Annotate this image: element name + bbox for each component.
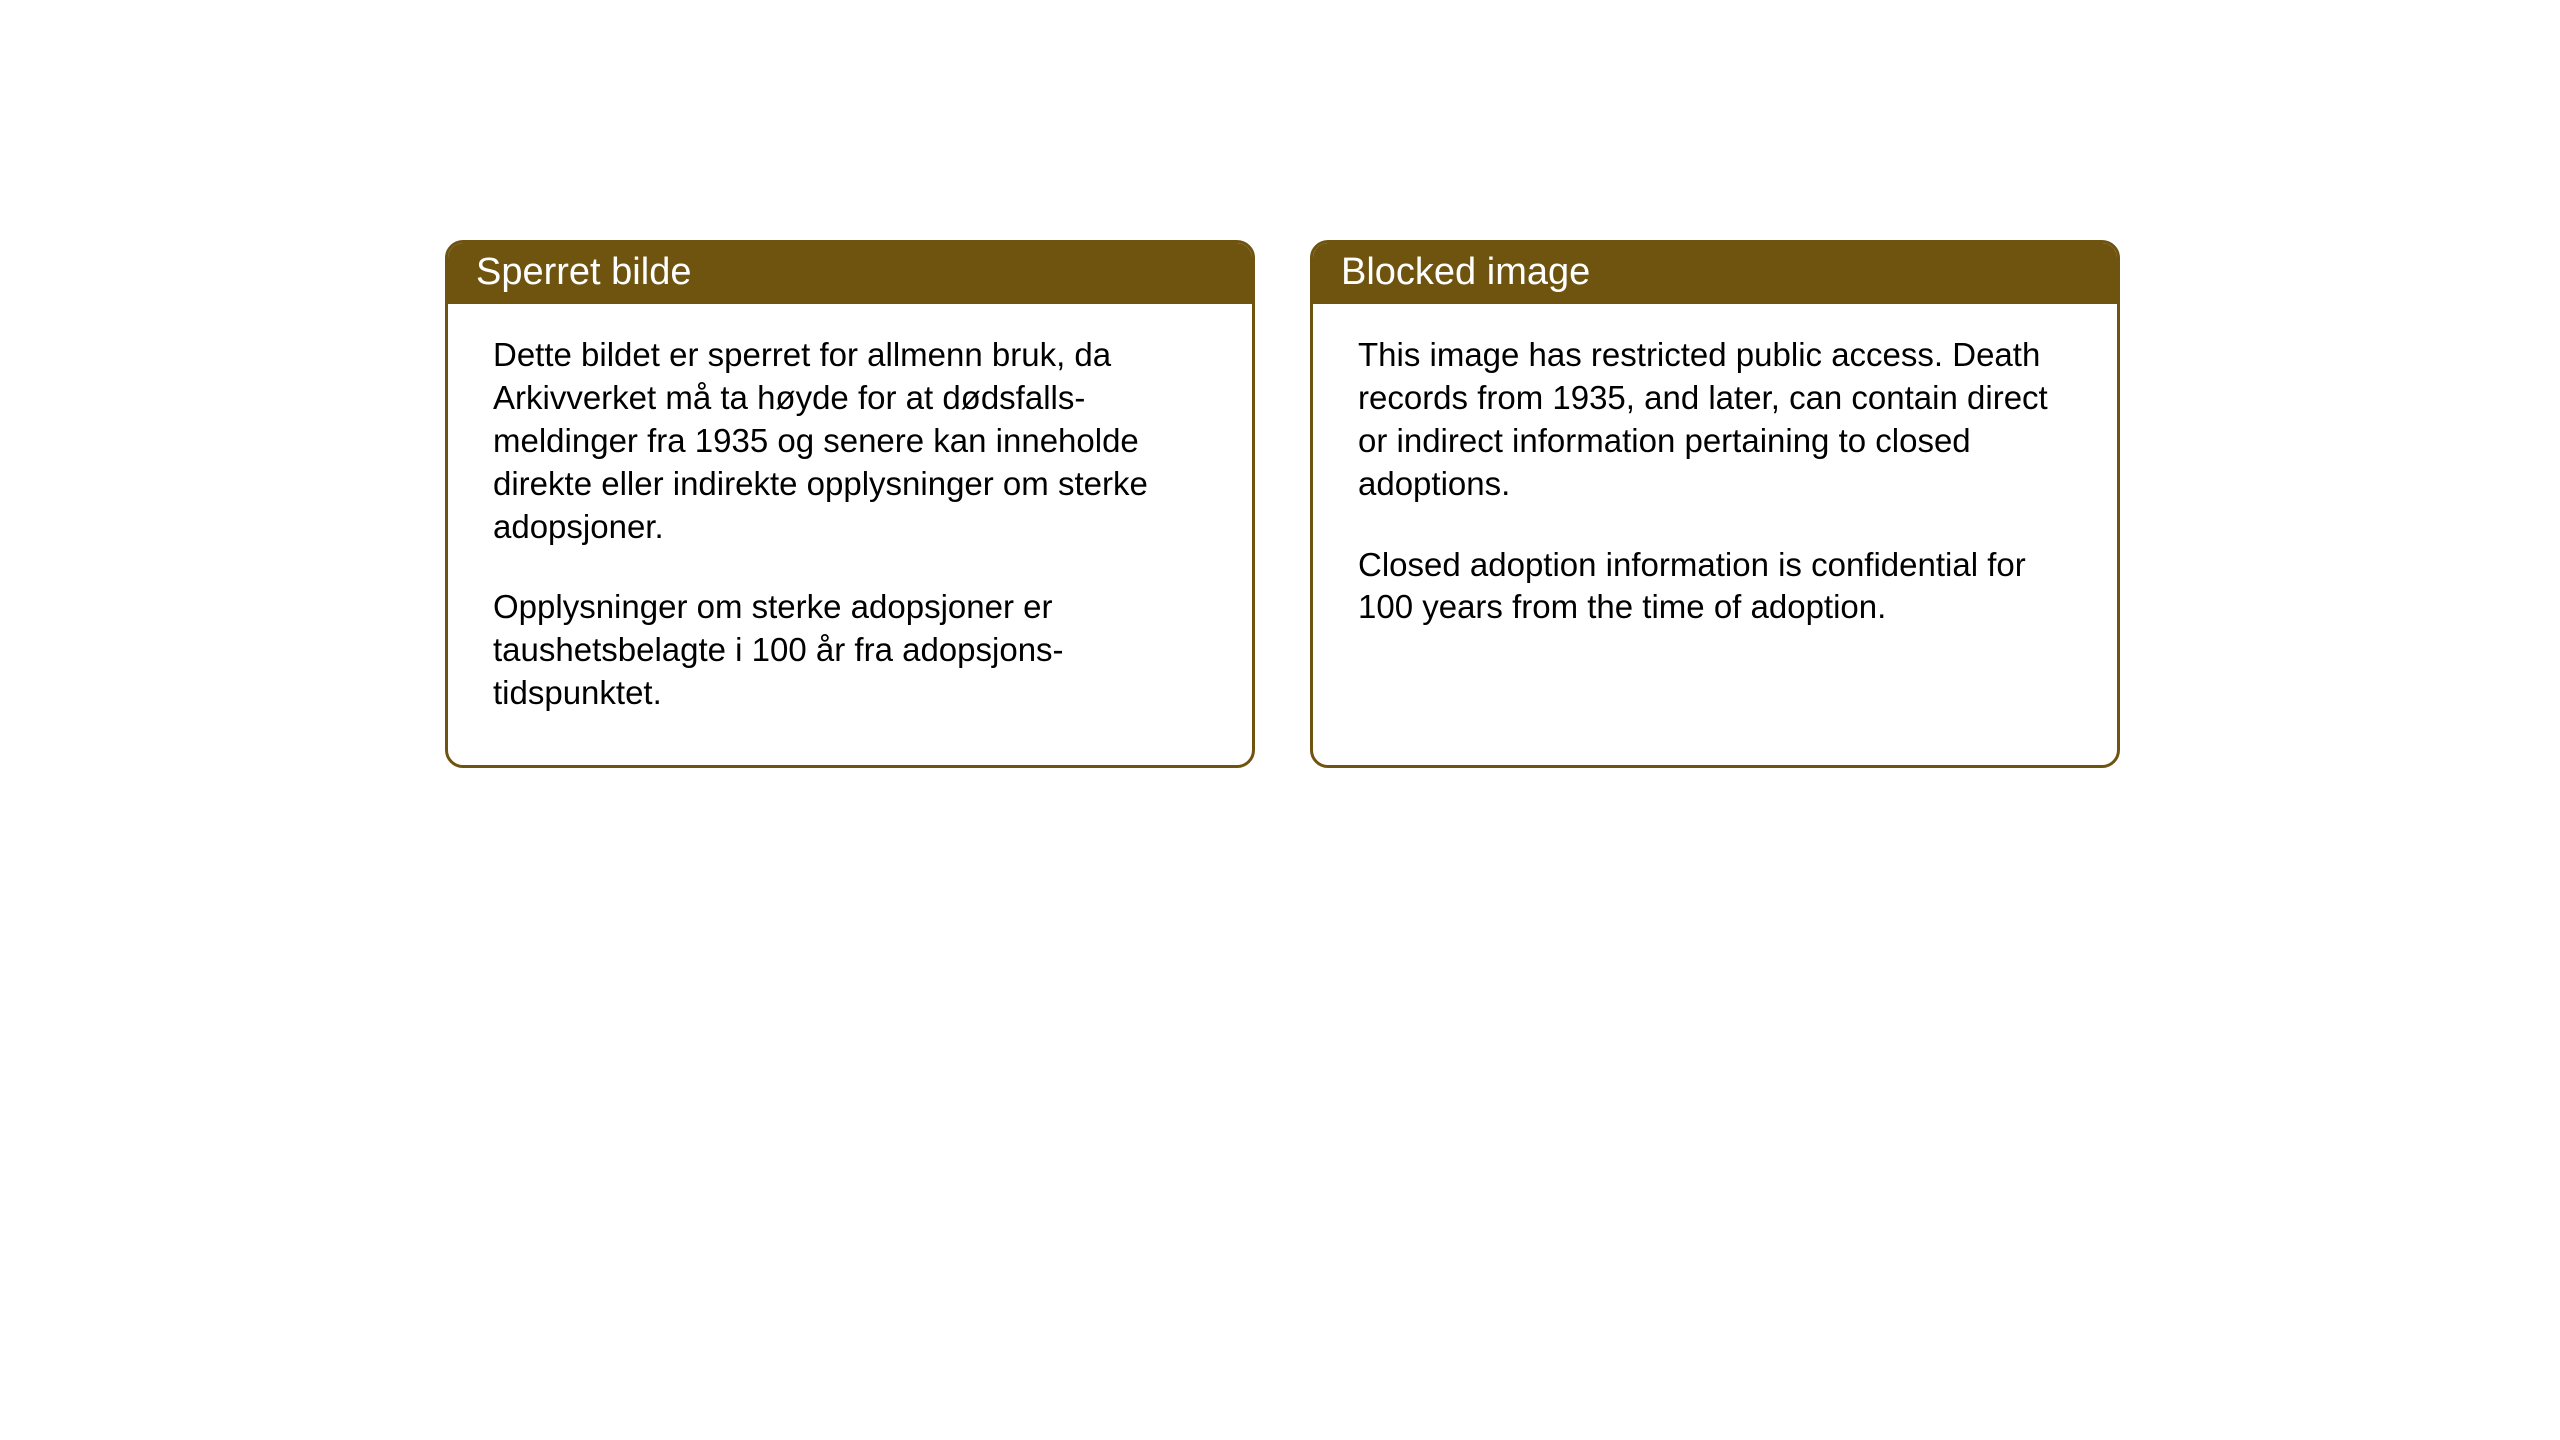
notice-header-norwegian: Sperret bilde [448,243,1252,304]
notice-paragraph-1-english: This image has restricted public access.… [1358,334,2072,506]
notice-paragraph-1-norwegian: Dette bildet er sperret for allmenn bruk… [493,334,1207,548]
notice-box-english: Blocked image This image has restricted … [1310,240,2120,768]
notice-paragraph-2-norwegian: Opplysninger om sterke adopsjoner er tau… [493,586,1207,715]
notice-header-english: Blocked image [1313,243,2117,304]
notice-body-norwegian: Dette bildet er sperret for allmenn bruk… [448,304,1252,765]
notice-body-english: This image has restricted public access.… [1313,304,2117,679]
notice-paragraph-2-english: Closed adoption information is confident… [1358,544,2072,630]
notice-box-norwegian: Sperret bilde Dette bildet er sperret fo… [445,240,1255,768]
notice-container: Sperret bilde Dette bildet er sperret fo… [445,240,2120,768]
notice-title-norwegian: Sperret bilde [476,251,691,293]
notice-title-english: Blocked image [1341,251,1590,293]
